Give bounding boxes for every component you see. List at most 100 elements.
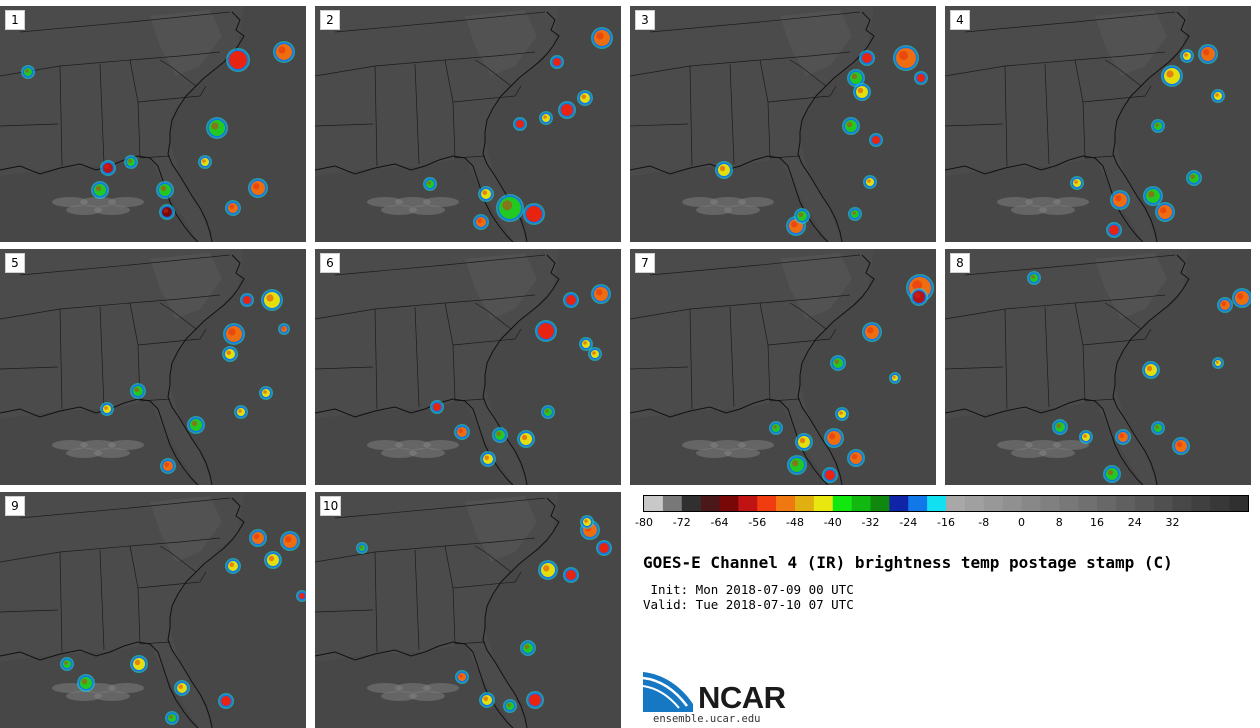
storm-cell xyxy=(769,421,783,435)
storm-cell xyxy=(859,50,875,66)
ir-map xyxy=(0,6,306,242)
ncar-logo-icon xyxy=(643,672,693,712)
panel-number: 5 xyxy=(5,253,25,273)
storm-cell xyxy=(273,41,295,63)
ensemble-url: ensemble.ucar.edu xyxy=(653,713,761,725)
colorbar-swatch xyxy=(700,496,720,511)
ir-map xyxy=(630,249,936,485)
colorbar-swatch xyxy=(870,496,890,511)
colorbar-swatch xyxy=(889,496,909,511)
storm-cell xyxy=(591,27,613,49)
storm-cell xyxy=(60,657,74,671)
panel-number: 3 xyxy=(635,10,655,30)
storm-cell xyxy=(130,655,148,673)
storm-cell xyxy=(579,337,593,351)
colorbar-swatch xyxy=(738,496,758,511)
colorbar-swatch xyxy=(946,496,966,511)
storm-cell xyxy=(225,200,241,216)
storm-cell xyxy=(588,347,602,361)
colorbar-tick: -64 xyxy=(710,516,729,529)
colorbar-swatch xyxy=(832,496,852,511)
storm-cell xyxy=(523,203,545,225)
colorbar-swatch xyxy=(1059,496,1079,511)
ir-map xyxy=(315,492,621,728)
storm-cell xyxy=(847,69,865,87)
storm-cell xyxy=(261,289,283,311)
storm-cell xyxy=(787,455,807,475)
storm-cell xyxy=(165,711,179,725)
storm-cell xyxy=(206,117,228,139)
storm-cell xyxy=(863,175,877,189)
colorbar-swatch xyxy=(1115,496,1136,511)
colorbar-tick: 32 xyxy=(1165,516,1180,529)
storm-cell xyxy=(853,83,871,101)
storm-cell xyxy=(550,55,564,69)
colorbar-swatch xyxy=(1097,496,1117,511)
storm-cell xyxy=(1115,429,1131,445)
storm-cell xyxy=(430,400,444,414)
ir-map xyxy=(945,6,1251,242)
ir-map xyxy=(945,249,1251,485)
storm-cell xyxy=(21,65,35,79)
ensemble-panel: 9 xyxy=(0,492,306,728)
panel-number: 10 xyxy=(320,496,342,516)
storm-cell xyxy=(240,293,254,307)
storm-cell xyxy=(822,467,838,483)
storm-cell xyxy=(1103,465,1121,483)
colorbar-swatch xyxy=(719,496,739,511)
colorbar-swatch xyxy=(1002,496,1022,511)
colorbar-swatch xyxy=(1172,496,1192,511)
storm-cell xyxy=(1110,190,1130,210)
colorbar-swatch xyxy=(776,496,796,511)
storm-cell xyxy=(1151,421,1165,435)
storm-cell xyxy=(541,405,555,419)
panel-number: 9 xyxy=(5,496,25,516)
storm-cell xyxy=(1186,170,1202,186)
colorbar-swatch xyxy=(908,496,928,511)
storm-cell xyxy=(1106,222,1122,238)
storm-cell xyxy=(869,133,883,147)
ensemble-panel: 5 xyxy=(0,249,306,485)
storm-cell xyxy=(535,320,557,342)
storm-cell xyxy=(496,194,524,222)
panel-number: 7 xyxy=(635,253,655,273)
storm-cell xyxy=(795,433,813,451)
storm-cell xyxy=(563,292,579,308)
storm-cell xyxy=(563,567,579,583)
storm-cell xyxy=(198,155,212,169)
storm-cell xyxy=(538,560,558,580)
storm-cell xyxy=(100,402,114,416)
colorbar-tick: -40 xyxy=(823,516,842,529)
storm-cell xyxy=(517,430,535,448)
storm-cell xyxy=(473,214,489,230)
storm-cell xyxy=(1070,176,1084,190)
map-title: GOES-E Channel 4 (IR) brightness temp po… xyxy=(643,553,1173,572)
storm-cell xyxy=(1079,430,1093,444)
storm-cell xyxy=(513,117,527,131)
storm-cell xyxy=(156,181,174,199)
storm-cell xyxy=(539,111,553,125)
storm-cell xyxy=(264,551,282,569)
storm-cell xyxy=(296,590,306,602)
storm-cell xyxy=(889,372,901,384)
storm-cell xyxy=(248,178,268,198)
ensemble-panel: 2 xyxy=(315,6,621,242)
colorbar-swatch xyxy=(813,496,834,511)
colorbar-swatch xyxy=(1021,496,1041,511)
storm-cell xyxy=(862,322,882,342)
storm-cell xyxy=(577,90,593,106)
storm-cell xyxy=(280,531,300,551)
colorbar-swatch xyxy=(927,496,947,511)
colorbar-swatch xyxy=(1078,496,1098,511)
colorbar-swatch xyxy=(1153,496,1173,511)
storm-cell xyxy=(223,323,245,345)
storm-cell xyxy=(591,284,611,304)
storm-cell xyxy=(278,323,290,335)
valid-time: Valid: Tue 2018-07-10 07 UTC xyxy=(643,597,854,612)
storm-cell xyxy=(1161,65,1183,87)
storm-cell xyxy=(478,186,494,202)
panel-number: 2 xyxy=(320,10,340,30)
storm-cell xyxy=(187,416,205,434)
storm-cell xyxy=(596,540,612,556)
storm-cell xyxy=(910,288,928,306)
